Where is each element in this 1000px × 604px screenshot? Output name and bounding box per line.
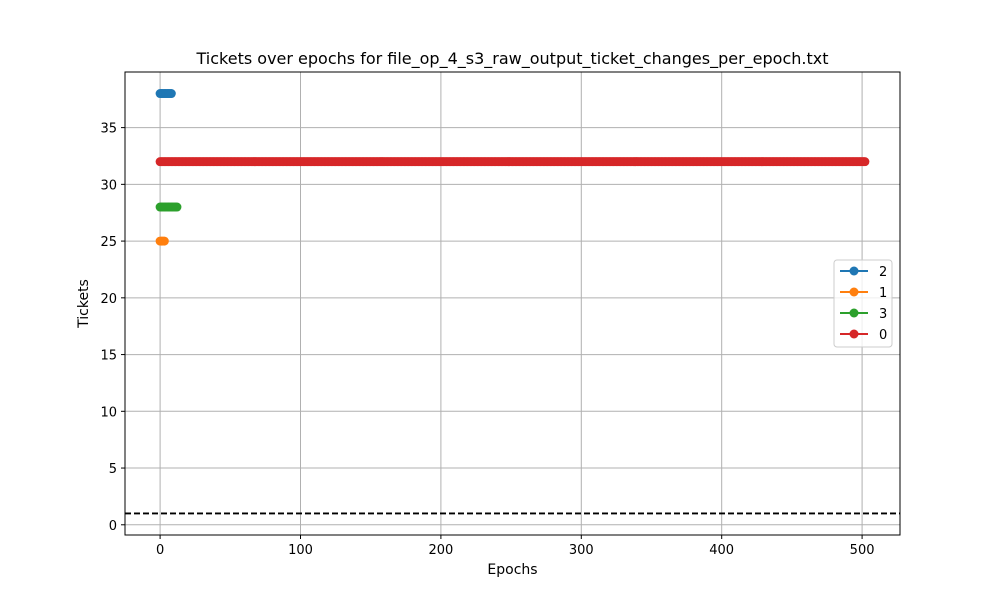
series-2 [155, 89, 176, 99]
y-axis-label: Tickets [76, 279, 92, 329]
y-tick-label: 10 [100, 405, 117, 420]
y-tick-label: 25 [100, 235, 117, 250]
legend-entry: 3 [840, 307, 887, 322]
legend-frame [833, 259, 893, 348]
legend-marker [849, 287, 859, 297]
legend-label: 2 [879, 265, 887, 280]
legend-label: 1 [879, 286, 887, 301]
y-axis-ticks: 0 5 10 15 20 25 30 35 [100, 122, 125, 534]
data-point [860, 157, 870, 167]
plot-frame [124, 71, 901, 536]
legend-marker [849, 308, 859, 318]
y-tick-label: 30 [100, 178, 117, 193]
data-point [159, 236, 169, 246]
legend-label: 3 [879, 307, 887, 322]
legend-marker [849, 329, 859, 339]
legend-entries: 2 1 3 0 [840, 265, 887, 343]
x-axis-label: Epochs [487, 562, 537, 578]
y-tick-label: 0 [109, 519, 117, 534]
y-tick-label: 20 [100, 292, 117, 307]
series-3 [155, 202, 182, 212]
legend-entry: 0 [840, 328, 887, 343]
legend-entry: 1 [840, 286, 887, 301]
data-point [166, 89, 176, 99]
x-tick-label: 500 [850, 543, 875, 558]
legend-marker [849, 266, 859, 276]
legend-entry: 2 [840, 265, 887, 280]
x-tick-label: 100 [288, 543, 313, 558]
x-tick-label: 0 [156, 543, 164, 558]
series-1 [155, 236, 169, 246]
x-tick-label: 200 [428, 543, 453, 558]
x-tick-label: 300 [569, 543, 594, 558]
y-tick-label: 15 [100, 349, 117, 364]
legend-label: 0 [879, 328, 887, 343]
data-point [172, 202, 182, 212]
x-tick-label: 400 [709, 543, 734, 558]
y-tick-label: 5 [109, 462, 117, 477]
series-0 [155, 157, 870, 167]
grid-lines [125, 72, 900, 535]
legend: 2 1 3 0 [833, 259, 893, 348]
y-tick-label: 35 [100, 122, 117, 137]
chart-title: Tickets over epochs for file_op_4_s3_raw… [196, 49, 829, 69]
series-layer [155, 89, 870, 246]
x-axis-ticks: 0 100 200 300 400 500 [156, 535, 875, 558]
